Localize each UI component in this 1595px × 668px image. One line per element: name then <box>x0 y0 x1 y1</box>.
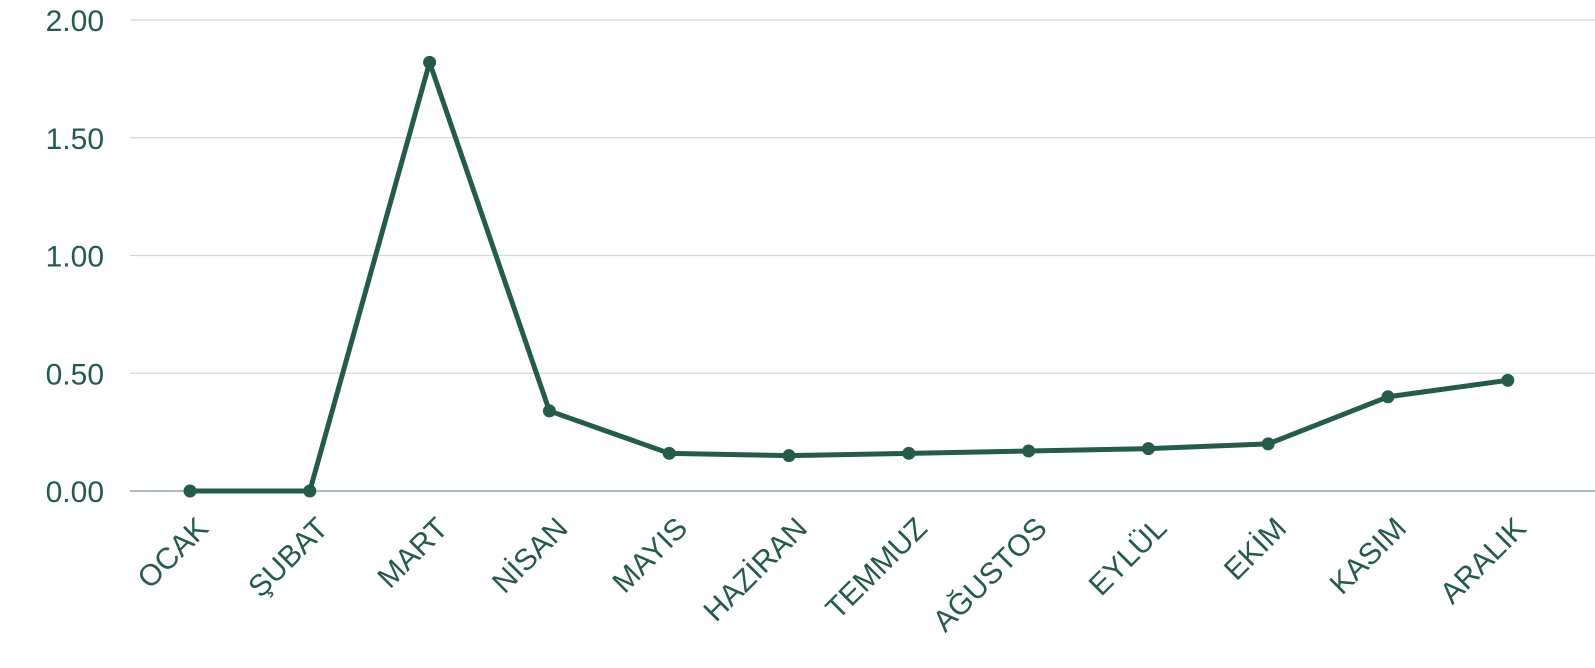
x-tick-label: EKİM <box>1218 512 1293 587</box>
x-tick-label: KASIM <box>1324 512 1413 601</box>
data-point <box>303 484 317 498</box>
data-point <box>423 55 437 69</box>
data-point <box>1381 390 1395 404</box>
y-tick-label: 0.50 <box>46 358 104 391</box>
series-area <box>183 55 1515 498</box>
x-axis: OCAK ŞUBAT MART NİSAN MAYIS HAZİRAN TEMMUZAĞUS… <box>131 512 1532 639</box>
y-tick-label: 1.00 <box>46 241 104 274</box>
x-tick-label: ŞUBAT <box>242 512 334 604</box>
x-tick-label: ARALIK <box>1434 512 1533 611</box>
data-point <box>1141 442 1155 456</box>
x-tick-label: OCAK <box>131 512 214 595</box>
x-tick-label: MAYIS <box>606 512 694 600</box>
data-point <box>183 484 197 498</box>
y-tick-label: 1.50 <box>46 123 104 156</box>
y-axis: 0.00 0.50 1.00 1.50 2.00 <box>46 5 104 509</box>
x-tick-label: AĞUSTOS <box>927 512 1054 639</box>
series-line <box>187 59 1511 494</box>
x-tick-label: EYLÜL <box>1083 512 1174 603</box>
x-tick-label: TEMMUZ <box>820 512 934 626</box>
data-point <box>542 404 556 418</box>
x-tick-label: HAZİRAN <box>697 512 813 628</box>
data-point <box>1261 437 1275 451</box>
data-point <box>902 446 916 460</box>
y-tick-label: 0.00 <box>46 476 104 509</box>
data-point <box>1501 373 1515 387</box>
grid-lines <box>130 19 1595 492</box>
y-tick-label: 2.00 <box>46 5 104 38</box>
x-tick-label: MART <box>371 512 454 595</box>
x-tick-label: NİSAN <box>486 512 574 600</box>
data-point <box>1022 444 1036 458</box>
data-point <box>662 446 676 460</box>
data-point <box>782 449 796 463</box>
